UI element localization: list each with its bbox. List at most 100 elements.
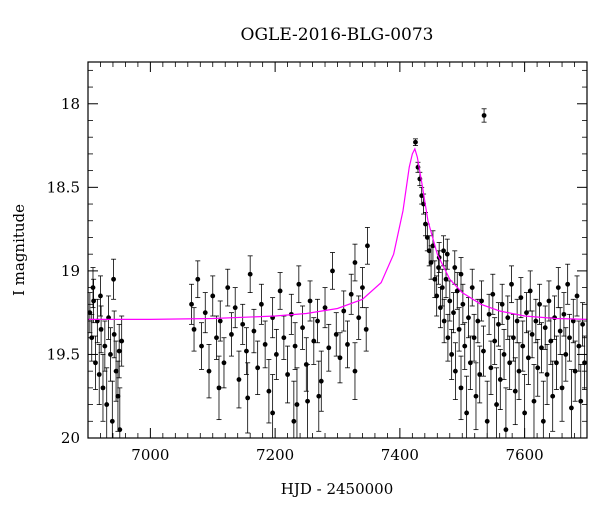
error-bars	[87, 108, 588, 438]
data-point	[512, 388, 518, 394]
data-point	[466, 315, 471, 321]
x-tick-label: 7200	[256, 446, 294, 464]
data-point	[574, 293, 580, 299]
data-point	[315, 318, 320, 324]
model-curve	[88, 147, 588, 320]
data-point	[113, 368, 119, 374]
data-point	[322, 305, 328, 311]
x-axis-title: HJD - 2450000	[281, 480, 394, 498]
y-tick-label: 19.5	[47, 345, 80, 363]
data-point	[469, 285, 475, 290]
data-point	[548, 338, 554, 344]
data-point	[452, 265, 458, 270]
data-point	[436, 265, 441, 270]
data-point	[236, 377, 242, 382]
data-point	[111, 331, 117, 337]
data-point	[569, 405, 574, 411]
data-point	[486, 311, 492, 317]
data-point	[452, 368, 458, 374]
data-point	[471, 335, 477, 341]
data-point	[447, 298, 453, 304]
data-point	[557, 328, 563, 334]
data-point	[116, 348, 122, 354]
data-point	[529, 331, 535, 337]
data-point	[281, 335, 287, 341]
data-point	[229, 331, 234, 337]
data-point	[333, 331, 339, 337]
data-point	[240, 321, 246, 327]
data-point	[563, 352, 569, 357]
axis-ticks: 7000 7200 7400 7600 18 18.5 19 19.5 20	[47, 62, 588, 464]
data-point	[567, 335, 572, 341]
data-point	[251, 328, 257, 334]
data-point	[360, 285, 365, 290]
y-tick-label: 18	[61, 95, 80, 113]
data-point	[98, 326, 104, 332]
data-point	[451, 310, 456, 316]
data-point	[117, 427, 123, 433]
data-point	[458, 271, 464, 277]
data-point	[518, 295, 524, 301]
data-point	[100, 385, 106, 391]
data-point	[300, 325, 305, 331]
data-point	[247, 271, 253, 277]
data-point	[262, 342, 268, 347]
data-point	[520, 343, 526, 349]
data-point	[318, 378, 324, 384]
data-point	[221, 360, 227, 366]
y-axis-title: I magnitude	[10, 204, 28, 296]
data-point	[503, 427, 509, 433]
data-point	[456, 326, 462, 332]
y-tick-label: 20	[61, 429, 80, 447]
data-point	[445, 335, 451, 341]
plot-frame	[87, 61, 588, 439]
data-point	[473, 393, 479, 399]
data-point	[206, 368, 212, 374]
data-point	[216, 385, 222, 391]
data-point	[481, 113, 487, 118]
data-point	[270, 410, 276, 416]
data-point	[460, 301, 466, 307]
data-point	[444, 251, 450, 257]
data-point	[559, 385, 565, 391]
data-point	[509, 281, 514, 287]
data-point	[232, 305, 238, 311]
data-point	[458, 385, 464, 391]
data-point	[531, 398, 537, 404]
chart-title: OGLE-2016-BLG-0073	[241, 25, 434, 45]
data-point	[191, 326, 197, 332]
data-point	[352, 260, 358, 265]
data-point	[303, 362, 309, 367]
data-point	[496, 321, 501, 327]
data-point	[413, 139, 418, 145]
data-point	[365, 243, 370, 249]
y-tick-label: 18.5	[47, 178, 80, 196]
data-point	[363, 326, 369, 332]
data-point	[462, 343, 468, 349]
data-point	[505, 315, 511, 321]
data-point	[98, 293, 103, 299]
data-point	[352, 368, 358, 374]
data-point	[277, 288, 283, 294]
data-point	[294, 402, 300, 407]
data-point	[481, 348, 486, 354]
data-point	[225, 285, 231, 290]
data-point	[102, 343, 108, 349]
data-point	[492, 338, 498, 344]
data-point	[449, 352, 455, 357]
data-point	[514, 318, 520, 324]
data-point	[582, 360, 587, 366]
data-point	[195, 276, 201, 282]
data-point	[443, 276, 449, 282]
data-point	[477, 372, 483, 377]
x-tick-label: 7600	[506, 446, 544, 464]
data-point	[494, 402, 499, 407]
data-point	[499, 301, 505, 307]
data-point	[580, 321, 586, 327]
data-point	[533, 318, 539, 324]
data-point	[91, 298, 97, 304]
data-point	[510, 335, 516, 341]
data-point	[479, 298, 484, 304]
